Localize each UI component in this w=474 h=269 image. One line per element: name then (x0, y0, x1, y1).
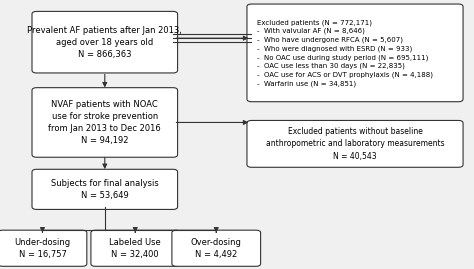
FancyBboxPatch shape (32, 88, 178, 157)
FancyBboxPatch shape (0, 230, 87, 266)
FancyBboxPatch shape (247, 121, 463, 167)
Text: Labeled Use
N = 32,400: Labeled Use N = 32,400 (109, 238, 161, 259)
FancyBboxPatch shape (247, 4, 463, 102)
Text: Excluded patients without baseline
anthropometric and laboratory measurements
N : Excluded patients without baseline anthr… (266, 127, 444, 161)
Text: NVAF patients with NOAC
use for stroke prevention
from Jan 2013 to Dec 2016
N = : NVAF patients with NOAC use for stroke p… (48, 100, 161, 145)
Text: Under-dosing
N = 16,757: Under-dosing N = 16,757 (14, 238, 71, 259)
Text: Over-dosing
N = 4,492: Over-dosing N = 4,492 (191, 238, 242, 259)
Text: Excluded patients (N = 772,171)
-  With valvular AF (N = 8,646)
-  Who have unde: Excluded patients (N = 772,171) - With v… (257, 19, 433, 87)
FancyBboxPatch shape (32, 169, 178, 210)
FancyBboxPatch shape (91, 230, 180, 266)
Text: Prevalent AF patients after Jan 2013,
aged over 18 years old
N = 866,363: Prevalent AF patients after Jan 2013, ag… (27, 26, 182, 59)
FancyBboxPatch shape (32, 11, 178, 73)
FancyBboxPatch shape (172, 230, 261, 266)
Text: Subjects for final analysis
N = 53,649: Subjects for final analysis N = 53,649 (51, 179, 159, 200)
